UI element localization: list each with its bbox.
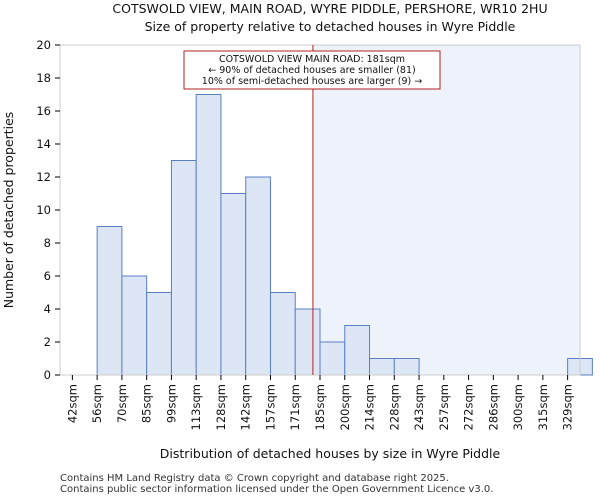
- bar-171sqm: [294, 308, 321, 376]
- x-tick-label: 85sqm: [140, 384, 154, 423]
- x-tick-label: 113sqm: [189, 384, 203, 430]
- y-tick-label: 4: [44, 302, 51, 316]
- x-tick-label: 286sqm: [486, 384, 500, 430]
- y-tick-label: 6: [44, 269, 51, 283]
- x-tick-label: 99sqm: [164, 384, 178, 423]
- bars-group: [96, 94, 593, 376]
- x-tick-label: 171sqm: [288, 384, 302, 430]
- y-tick-label: 16: [36, 104, 51, 118]
- bar-185sqm: [319, 341, 346, 376]
- x-tick-label: 56sqm: [90, 384, 104, 423]
- annotation-line-3: 10% of semi-detached houses are larger (…: [202, 76, 422, 87]
- bar-113sqm: [195, 94, 222, 376]
- x-tick-label: 272sqm: [462, 384, 476, 430]
- x-tick-label: 243sqm: [412, 384, 426, 430]
- bar-157sqm: [269, 292, 296, 376]
- x-tick-label: 142sqm: [239, 384, 253, 430]
- y-tick-label: 14: [36, 137, 51, 151]
- bar-142sqm: [245, 176, 271, 376]
- x-tick-label: 70sqm: [115, 384, 129, 423]
- bar-85sqm: [146, 292, 172, 376]
- y-tick-label: 12: [36, 170, 51, 184]
- y-tick-label: 10: [36, 203, 51, 217]
- bar-200sqm: [344, 325, 371, 376]
- chart-title: COTSWOLD VIEW, MAIN ROAD, WYRE PIDDLE, P…: [112, 1, 547, 16]
- x-tick-label: 257sqm: [437, 384, 451, 430]
- x-tick-label: 329sqm: [561, 384, 575, 430]
- chart-subtitle: Size of property relative to detached ho…: [145, 19, 516, 34]
- y-axis-label: Number of detached properties: [1, 112, 16, 309]
- bar-70sqm: [121, 275, 148, 376]
- y-tick-label: 18: [36, 71, 51, 85]
- y-tick-label: 0: [44, 368, 51, 382]
- x-tick-label: 228sqm: [387, 384, 401, 430]
- annotation-line-2: ← 90% of detached houses are smaller (81…: [208, 65, 415, 76]
- bar-214sqm: [369, 358, 395, 376]
- larger-region-shade: [312, 45, 580, 375]
- x-tick-label: 300sqm: [511, 384, 525, 430]
- x-tick-label: 157sqm: [263, 384, 277, 430]
- y-tick-label: 8: [44, 236, 51, 250]
- x-tick-label: 42sqm: [65, 384, 79, 423]
- x-tick-label: 128sqm: [214, 384, 228, 430]
- y-tick-label: 2: [44, 335, 51, 349]
- annotation-frame: [183, 50, 441, 90]
- footer-line-1: Contains HM Land Registry data © Crown c…: [60, 473, 449, 484]
- y-tick-label: 20: [36, 38, 51, 52]
- x-tick-label: 214sqm: [363, 384, 377, 430]
- footer-line-2: Contains public sector information licen…: [60, 484, 494, 495]
- bar-228sqm: [393, 358, 420, 376]
- bar-56sqm: [96, 226, 123, 376]
- y-ticks-group: 0 2 4 6 8 10 12 14 16 18 20: [36, 38, 60, 382]
- bar-128sqm: [220, 193, 247, 376]
- bar-99sqm: [170, 160, 197, 376]
- x-tick-label: 185sqm: [313, 384, 327, 430]
- x-tick-label: 200sqm: [338, 384, 352, 430]
- annotation-box: COTSWOLD VIEW MAIN ROAD: 181sqm ← 90% of…: [183, 50, 441, 90]
- x-ticks-group: 42sqm 56sqm 70sqm 85sqm 99sqm 113sqm 128sqm 142…: [65, 375, 575, 430]
- annotation-line-1: COTSWOLD VIEW MAIN ROAD: 181sqm: [219, 54, 405, 65]
- x-axis-label: Distribution of detached houses by size …: [160, 446, 501, 461]
- x-tick-label: 315sqm: [536, 384, 550, 430]
